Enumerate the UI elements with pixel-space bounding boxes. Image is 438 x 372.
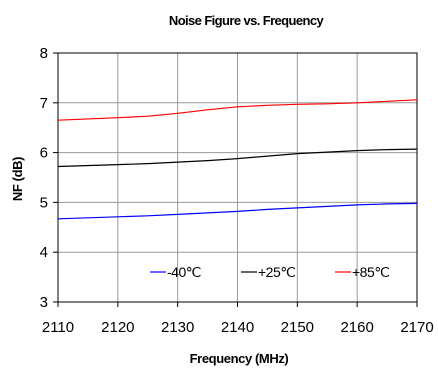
y-tick-label: 8 <box>40 45 48 62</box>
axis-ticks: 2110 2120 2130 2140 2150 2160 2170 3 4 5 6 7 8 <box>40 45 434 336</box>
x-tick-label: 2170 <box>400 319 433 336</box>
y-tick-label: 4 <box>40 244 48 261</box>
legend-label-1: +25℃ <box>258 264 295 280</box>
legend-label-0: -40℃ <box>167 264 201 280</box>
y-tick-label: 7 <box>40 95 48 112</box>
chart-title: Noise Figure vs. Frequency <box>169 13 325 28</box>
x-tick-label: 2160 <box>340 319 373 336</box>
legend: -40℃ +25℃ +85℃ <box>150 264 390 280</box>
x-tick-label: 2140 <box>221 319 254 336</box>
legend-label-2: +85℃ <box>352 264 389 280</box>
y-tick-label: 3 <box>40 294 48 311</box>
series-line-2 <box>57 99 418 121</box>
y-tick-label: 5 <box>40 194 48 211</box>
series-line-0 <box>57 202 418 220</box>
y-tick-label: 6 <box>40 145 48 162</box>
x-tick-label: 2150 <box>281 319 314 336</box>
series-lines <box>57 99 418 220</box>
x-tick-label: 2130 <box>161 319 194 336</box>
x-tick-label: 2110 <box>42 319 74 336</box>
series-line-1 <box>57 148 418 168</box>
x-axis-label: Frequency (MHz) <box>190 351 289 366</box>
y-axis-label: NF (dB) <box>10 157 25 201</box>
x-tick-label: 2120 <box>101 319 134 336</box>
